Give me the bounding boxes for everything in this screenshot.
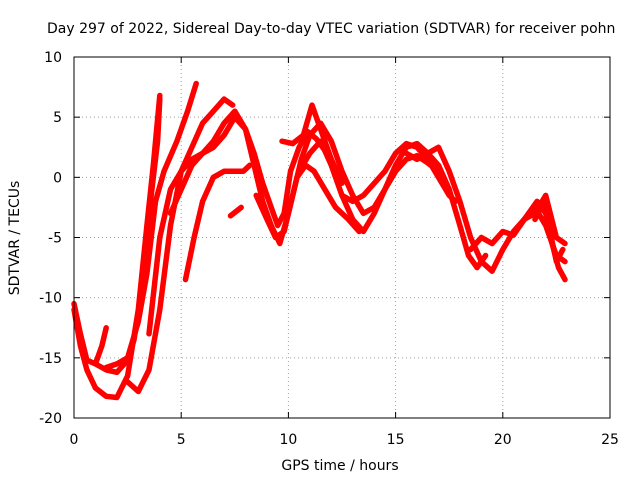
series-sat-6 xyxy=(146,114,362,337)
x-tick-labels: 0 5 10 15 20 25 xyxy=(70,432,619,448)
x-tick-label: 15 xyxy=(387,432,405,448)
chart-title: Day 297 of 2022, Sidereal Day-to-day VTE… xyxy=(47,21,615,37)
grid xyxy=(74,57,610,418)
series-sat-9 xyxy=(227,204,244,219)
series-sat-8 xyxy=(182,162,253,283)
y-tick-label: -15 xyxy=(39,351,62,367)
series-sat-4 xyxy=(103,80,199,371)
axis-ticks xyxy=(73,56,611,419)
series-sat-12 xyxy=(296,138,459,205)
y-tick-label: 5 xyxy=(53,110,62,126)
y-tick-label: -20 xyxy=(39,411,62,427)
x-tick-label: 25 xyxy=(601,432,619,448)
series-sat-17 xyxy=(532,198,566,265)
x-tick-label: 10 xyxy=(279,432,297,448)
series-sat-10 xyxy=(253,120,442,241)
x-axis-label: GPS time / hours xyxy=(281,458,398,474)
y-tick-label: -5 xyxy=(48,231,62,247)
y-tick-labels: -20 -15 -10 -5 0 5 10 xyxy=(39,50,62,427)
y-tick-label: 10 xyxy=(44,50,62,66)
y-tick-label: -10 xyxy=(39,291,62,307)
y-axis-label: SDTVAR / TECUs xyxy=(7,181,23,296)
series-sat-13 xyxy=(339,140,489,271)
x-tick-label: 0 xyxy=(70,432,79,448)
y-tick-label: 0 xyxy=(53,170,62,186)
series-group xyxy=(71,80,568,401)
x-tick-label: 5 xyxy=(177,432,186,448)
series-sat-7 xyxy=(167,108,330,229)
x-tick-label: 20 xyxy=(494,432,512,448)
series-sat-14 xyxy=(403,144,568,274)
